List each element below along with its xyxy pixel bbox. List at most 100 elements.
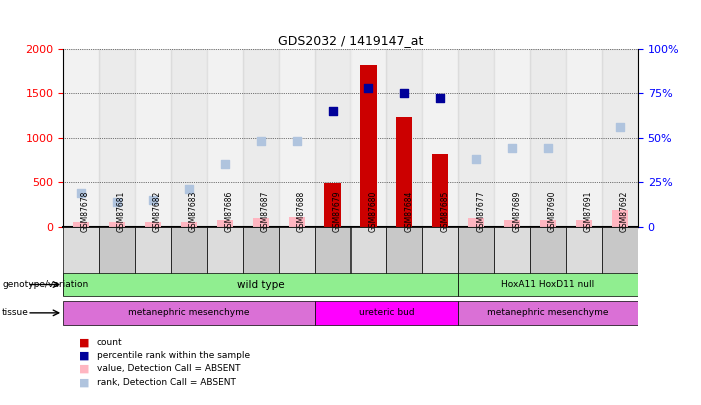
Bar	[63, 49, 99, 227]
Text: GSM87688: GSM87688	[297, 191, 306, 232]
Bar	[530, 49, 566, 227]
Bar	[63, 227, 99, 296]
Point	[435, 95, 446, 102]
Text: value, Detection Call = ABSENT: value, Detection Call = ABSENT	[97, 364, 240, 373]
Bar	[458, 301, 638, 325]
Point	[111, 198, 123, 205]
Point	[543, 145, 554, 151]
Bar	[540, 220, 556, 227]
Bar	[422, 227, 458, 296]
Bar	[99, 227, 135, 296]
Bar	[325, 183, 341, 227]
Text: GSM87684: GSM87684	[404, 191, 414, 232]
Point	[363, 85, 374, 91]
Text: GSM87689: GSM87689	[512, 191, 521, 232]
Text: tissue: tissue	[2, 308, 29, 318]
Point	[507, 145, 518, 151]
Text: metanephric mesenchyme: metanephric mesenchyme	[487, 308, 609, 318]
Text: GSM87682: GSM87682	[153, 191, 162, 232]
Bar	[360, 65, 376, 227]
Text: ■: ■	[79, 364, 89, 374]
Bar	[315, 49, 350, 227]
Bar	[207, 227, 243, 296]
Bar	[576, 220, 592, 227]
Text: rank, Detection Call = ABSENT: rank, Detection Call = ABSENT	[97, 378, 236, 387]
Bar	[566, 227, 602, 296]
Text: HoxA11 HoxD11 null: HoxA11 HoxD11 null	[501, 280, 594, 289]
Text: GSM87679: GSM87679	[332, 191, 341, 232]
Bar	[181, 222, 197, 227]
Point	[614, 124, 625, 130]
Bar	[458, 273, 638, 296]
Bar	[530, 227, 566, 296]
Bar	[494, 49, 530, 227]
Text: GSM87683: GSM87683	[189, 191, 198, 232]
Bar	[99, 49, 135, 227]
Bar	[207, 49, 243, 227]
Text: count: count	[97, 338, 123, 347]
Bar	[109, 222, 125, 227]
Bar	[468, 218, 484, 227]
Bar	[217, 220, 233, 227]
Text: GSM87692: GSM87692	[620, 191, 629, 232]
Text: GSM87680: GSM87680	[369, 191, 377, 232]
Bar	[252, 218, 268, 227]
Text: ■: ■	[79, 337, 89, 347]
Bar	[171, 227, 207, 296]
Bar	[504, 220, 520, 227]
Text: ■: ■	[79, 351, 89, 360]
Bar	[396, 117, 412, 227]
Point	[255, 138, 266, 145]
Point	[183, 186, 194, 193]
Bar	[386, 227, 422, 296]
Bar	[278, 49, 315, 227]
Bar	[602, 227, 638, 296]
Bar	[135, 227, 171, 296]
Bar	[171, 49, 207, 227]
Bar	[73, 222, 89, 227]
Bar	[315, 227, 350, 296]
Text: GSM87685: GSM87685	[440, 191, 449, 232]
Text: GSM87681: GSM87681	[117, 191, 126, 232]
Text: wild type: wild type	[237, 279, 285, 290]
Bar	[602, 49, 638, 227]
Text: metanephric mesenchyme: metanephric mesenchyme	[128, 308, 250, 318]
Bar	[494, 227, 530, 296]
Point	[291, 138, 302, 145]
Bar	[63, 301, 315, 325]
Bar	[243, 49, 278, 227]
Bar	[63, 273, 458, 296]
Point	[470, 156, 482, 162]
Title: GDS2032 / 1419147_at: GDS2032 / 1419147_at	[278, 34, 423, 47]
Text: percentile rank within the sample: percentile rank within the sample	[97, 351, 250, 360]
Bar	[458, 49, 494, 227]
Text: ■: ■	[79, 377, 89, 387]
Point	[147, 197, 158, 203]
Bar	[458, 227, 494, 296]
Bar	[315, 301, 458, 325]
Bar	[243, 227, 278, 296]
Bar	[566, 49, 602, 227]
Point	[76, 190, 87, 196]
Bar	[135, 49, 171, 227]
Bar	[422, 49, 458, 227]
Bar	[386, 49, 422, 227]
Text: genotype/variation: genotype/variation	[2, 280, 88, 289]
Point	[219, 161, 231, 168]
Point	[399, 90, 410, 96]
Text: GSM87690: GSM87690	[548, 191, 557, 232]
Text: ureteric bud: ureteric bud	[359, 308, 414, 318]
Point	[327, 108, 338, 114]
Text: GSM87678: GSM87678	[81, 191, 90, 232]
Bar	[350, 227, 386, 296]
Bar	[612, 210, 628, 227]
Bar	[433, 154, 449, 227]
Bar	[278, 227, 315, 296]
Bar	[289, 217, 305, 227]
Bar	[350, 49, 386, 227]
Text: GSM87677: GSM87677	[476, 191, 485, 232]
Text: GSM87687: GSM87687	[261, 191, 270, 232]
Bar	[145, 222, 161, 227]
Text: GSM87686: GSM87686	[225, 191, 233, 232]
Text: GSM87691: GSM87691	[584, 191, 593, 232]
